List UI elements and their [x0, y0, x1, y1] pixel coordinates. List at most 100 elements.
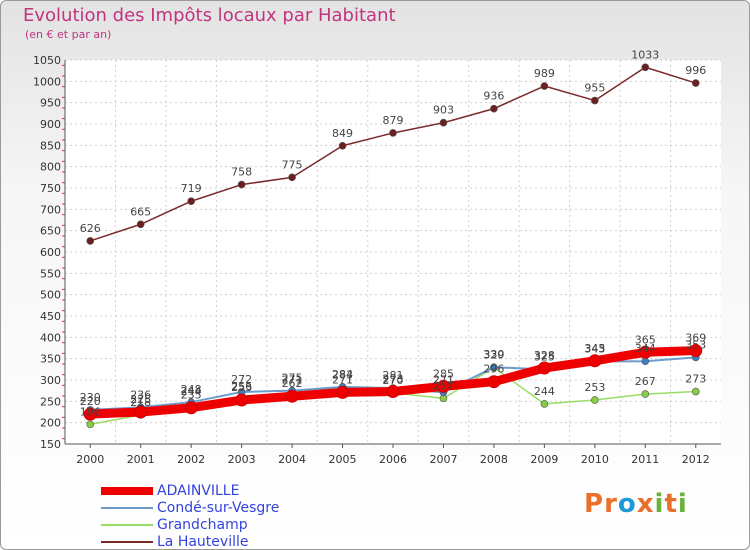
y-tick-label: 1050 — [33, 54, 61, 67]
y-tick-label: 800 — [40, 161, 61, 174]
data-point — [83, 407, 97, 421]
data-point — [537, 361, 551, 375]
legend-label: La Hauteville — [157, 534, 249, 550]
legend-label: Condé-sur-Vesgre — [157, 500, 280, 516]
logo-letter: x — [636, 489, 655, 519]
data-point — [439, 118, 448, 127]
data-point — [136, 220, 145, 229]
y-tick-label: 200 — [40, 417, 61, 430]
y-tick-label: 350 — [40, 353, 61, 366]
x-tick-label: 2002 — [177, 453, 205, 466]
data-label: 244 — [181, 385, 202, 398]
data-label: 369 — [685, 332, 706, 345]
legend-swatch — [101, 541, 153, 543]
data-label: 273 — [685, 373, 706, 386]
logo-letter: i — [654, 489, 665, 519]
data-label: 230 — [80, 391, 101, 404]
data-label: 283 — [332, 368, 353, 381]
data-label: 849 — [332, 127, 353, 140]
data-point — [184, 401, 198, 415]
proxiti-logo: Proxiti — [584, 489, 688, 519]
data-label: 344 — [635, 342, 656, 355]
data-point — [487, 375, 501, 389]
y-tick-label: 850 — [40, 139, 61, 152]
y-tick-label: 550 — [40, 267, 61, 280]
data-label: 275 — [282, 372, 303, 385]
data-label: 285 — [433, 367, 454, 380]
y-tick-label: 750 — [40, 182, 61, 195]
data-point — [591, 96, 599, 105]
data-label: 775 — [282, 158, 303, 171]
x-tick-label: 2005 — [329, 453, 357, 466]
x-tick-label: 2012 — [682, 453, 710, 466]
data-point — [591, 396, 599, 404]
x-tick-label: 2008 — [480, 453, 508, 466]
data-label: 196 — [80, 405, 101, 418]
x-tick-label: 2003 — [228, 453, 256, 466]
data-point — [86, 420, 95, 429]
data-point — [338, 141, 347, 150]
data-point — [540, 400, 549, 408]
data-label: 328 — [534, 349, 555, 362]
y-tick-label: 300 — [40, 374, 61, 387]
x-tick-label: 2009 — [530, 453, 558, 466]
data-label: 325 — [534, 350, 555, 363]
data-point — [641, 390, 650, 398]
y-tick-label: 600 — [40, 246, 61, 259]
data-point — [285, 389, 299, 403]
data-point — [288, 173, 296, 182]
data-label: 253 — [584, 381, 605, 394]
x-tick-label: 2001 — [127, 453, 155, 466]
y-tick-label: 250 — [40, 395, 61, 408]
data-label: 262 — [282, 377, 303, 390]
logo-letter: i — [677, 489, 688, 519]
legend-swatch — [101, 507, 153, 509]
logo-letter: r — [604, 489, 618, 519]
logo-letter: P — [584, 489, 605, 519]
data-label: 253 — [231, 381, 252, 394]
data-point — [689, 344, 703, 358]
data-label: 271 — [282, 373, 303, 386]
data-point — [336, 385, 350, 399]
data-point — [436, 379, 450, 393]
y-tick-label: 500 — [40, 289, 61, 302]
data-point — [386, 385, 400, 399]
data-point — [490, 363, 498, 372]
data-label: 267 — [635, 375, 656, 388]
data-label: 244 — [534, 385, 555, 398]
y-tick-label: 400 — [40, 331, 61, 344]
data-label: 225 — [130, 393, 151, 406]
y-tick-label: 900 — [40, 118, 61, 131]
chart-subtitle: (en € et par an) — [25, 28, 112, 41]
data-label: 218 — [130, 396, 151, 409]
data-label: 296 — [483, 363, 504, 376]
data-label: 1033 — [631, 48, 659, 61]
x-tick-label: 2006 — [379, 453, 407, 466]
data-point — [490, 104, 498, 113]
logo-letter: o — [617, 489, 637, 519]
data-label: 665 — [130, 205, 151, 218]
data-label: 936 — [483, 90, 504, 103]
data-label: 257 — [433, 379, 454, 392]
data-label: 719 — [181, 182, 202, 195]
data-label: 955 — [584, 82, 605, 95]
data-point — [235, 393, 249, 407]
data-label: 271 — [433, 373, 454, 386]
data-point — [237, 180, 246, 189]
data-point — [134, 405, 148, 419]
data-point — [540, 82, 549, 90]
data-label: 903 — [433, 104, 454, 117]
data-label: 256 — [231, 380, 252, 393]
x-tick-label: 2011 — [631, 453, 659, 466]
x-tick-label: 2010 — [581, 453, 609, 466]
data-label: 343 — [584, 343, 605, 356]
data-label: 329 — [483, 349, 504, 362]
data-label: 626 — [80, 222, 101, 235]
data-label: 273 — [383, 373, 404, 386]
data-point — [389, 129, 397, 137]
data-label: 989 — [534, 67, 555, 80]
data-label: 235 — [181, 389, 202, 402]
data-label: 345 — [584, 342, 605, 355]
data-label: 236 — [130, 388, 151, 401]
